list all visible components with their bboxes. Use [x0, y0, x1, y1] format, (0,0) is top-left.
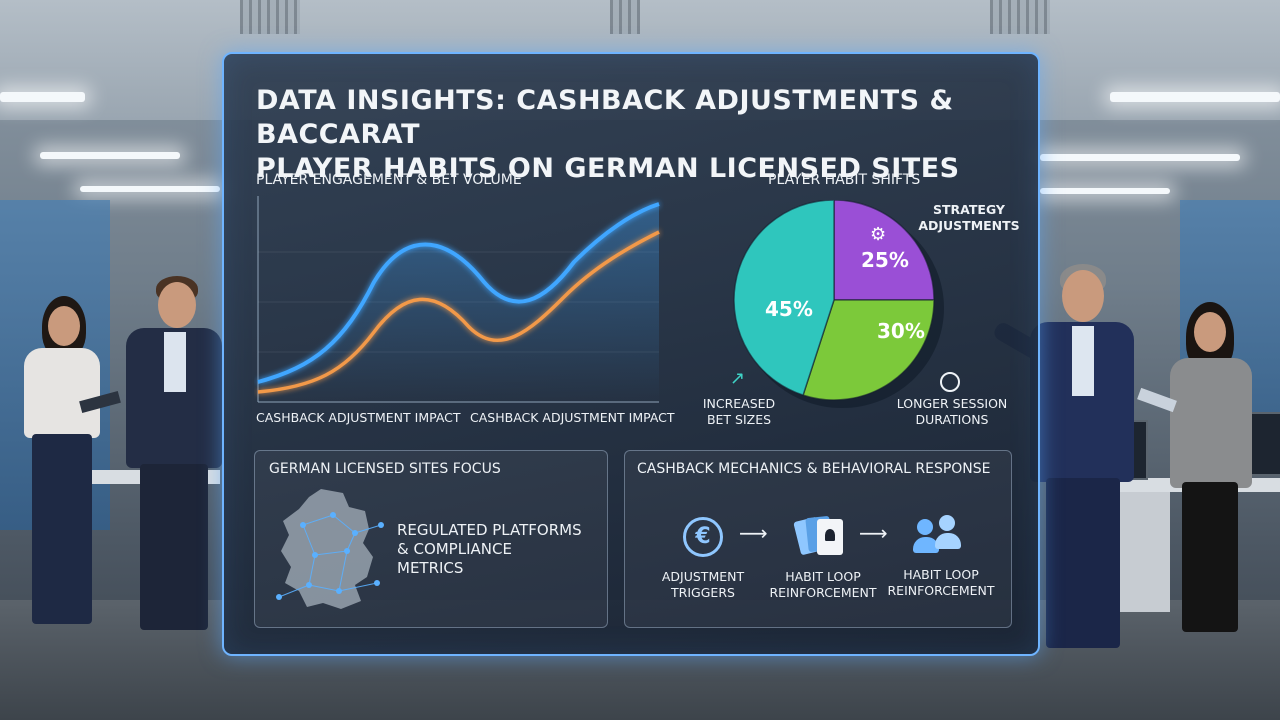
german-box-heading: GERMAN LICENSED SITES FOCUS	[269, 461, 501, 477]
ceiling-vent	[240, 0, 300, 34]
gear-icon: ⚙	[870, 224, 887, 245]
euro-icon: €	[683, 517, 723, 557]
pct-30: 30%	[877, 319, 925, 343]
x-label-right: CASHBACK ADJUSTMENT IMPACT	[470, 410, 675, 425]
woman-with-tablet	[18, 296, 121, 646]
blue-area	[258, 204, 659, 402]
ceiling-light	[0, 92, 85, 102]
clock-icon	[940, 372, 960, 392]
label-strategy: STRATEGY ADJUSTMENTS	[918, 202, 1020, 233]
step-1-label: ADJUSTMENT TRIGGERS	[661, 569, 745, 600]
pie-slice-increased-bet-sizes	[733, 200, 835, 397]
ceiling-vent	[610, 0, 640, 34]
german-box-description: REGULATED PLATFORMS & COMPLIANCE METRICS	[397, 521, 582, 577]
ceiling-light	[1040, 188, 1170, 194]
pie-slice-strategy-adjustments	[833, 200, 935, 301]
pct-25: 25%	[861, 248, 909, 272]
presenter-man	[991, 264, 1142, 664]
ceiling-light	[1040, 154, 1240, 161]
ceiling-light	[1110, 92, 1280, 102]
x-label-left: CASHBACK ADJUSTMENT IMPACT	[256, 410, 461, 425]
man-with-tablet	[124, 276, 224, 646]
pie-slice-longer-session-durations	[802, 299, 935, 401]
cards-icon	[793, 515, 857, 559]
label-bet-sizes: INCREASED BET SIZES	[702, 396, 776, 427]
germany-map	[276, 489, 384, 609]
office-desk	[1110, 492, 1170, 612]
german-sites-box: GERMAN LICENSED SITES FOCUS REGULATED PL…	[254, 450, 608, 628]
label-session: LONGER SESSION DURATIONS	[896, 396, 1008, 427]
step-2-label: HABIT LOOP REINFORCEMENT	[769, 569, 877, 600]
blue-line	[257, 202, 660, 384]
panel-title: DATA INSIGHTS: CASHBACK ADJUSTMENTS & BA…	[256, 84, 1016, 186]
arrow-right-icon: ⟶	[859, 521, 888, 545]
trend-up-icon: ↗	[730, 368, 746, 389]
ceiling-light	[40, 152, 180, 159]
line-chart-label: PLAYER ENGAGEMENT & BET VOLUME	[256, 172, 522, 188]
mechanics-box-heading: CASHBACK MECHANICS & BEHAVIORAL RESPONSE	[637, 461, 991, 477]
pie-chart-title: PLAYER HABIT SHIFTS	[768, 172, 921, 188]
title-line-2: PLAYER HABITS ON GERMAN LICENSED SITES	[256, 153, 960, 184]
ceiling-vent	[990, 0, 1050, 34]
step-3-label: HABIT LOOP REINFORCEMENT	[887, 567, 995, 598]
title-line-1: DATA INSIGHTS: CASHBACK ADJUSTMENTS & BA…	[256, 85, 954, 150]
pct-45: 45%	[765, 297, 813, 321]
woman-with-tablet-right	[1137, 302, 1256, 652]
habit-shifts-pie-chart	[733, 200, 944, 408]
users-icon	[913, 515, 963, 559]
engagement-line-chart	[257, 196, 660, 403]
orange-line	[257, 230, 660, 394]
mechanics-box: CASHBACK MECHANICS & BEHAVIORAL RESPONSE…	[624, 450, 1012, 628]
data-insights-panel: DATA INSIGHTS: CASHBACK ADJUSTMENTS & BA…	[222, 52, 1040, 656]
ceiling-light	[80, 186, 220, 192]
arrow-right-icon: ⟶	[739, 521, 768, 545]
